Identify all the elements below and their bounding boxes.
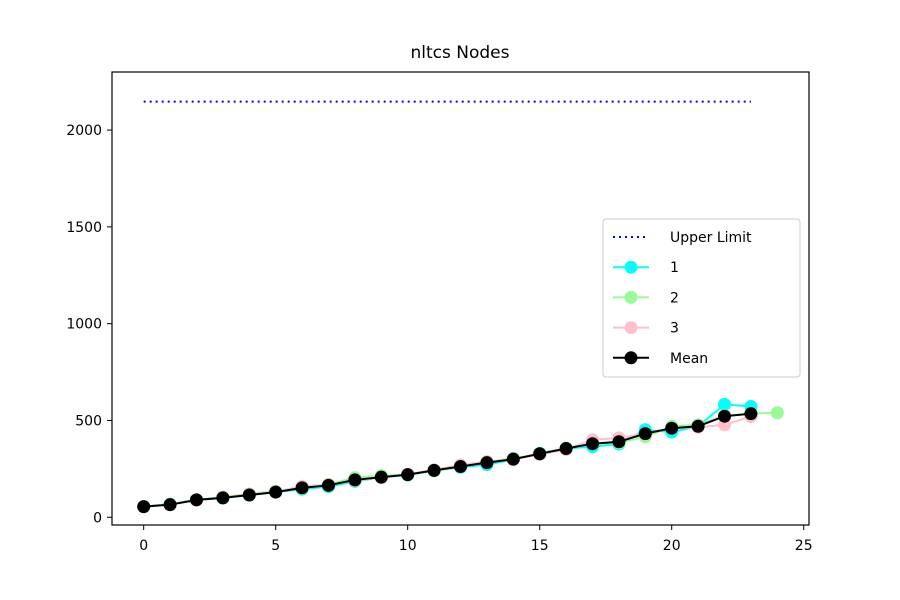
series-point-mean — [269, 485, 283, 499]
legend: Upper Limit 1 2 3 Mean — [602, 218, 801, 378]
series-point-mean — [454, 460, 467, 474]
legend-marker-1 — [624, 260, 638, 274]
x-tick-label: 5 — [271, 538, 280, 554]
series-point-mean — [665, 421, 679, 435]
plot-area: 0 5 10 15 20 25 0 500 1000 1500 2000 — [66, 71, 813, 554]
x-tick-label: 25 — [795, 538, 813, 554]
y-tick-label: 1000 — [66, 317, 102, 333]
series-point-mean — [427, 463, 441, 477]
series-point-mean — [295, 481, 309, 495]
series-point-mean — [638, 427, 652, 441]
legend-label-1: 1 — [670, 260, 679, 276]
chart-title: nltcs Nodes — [411, 43, 510, 63]
x-tick-label: 15 — [531, 538, 549, 554]
legend-label-mean: Mean — [670, 351, 708, 367]
legend-label-upper-limit: Upper Limit — [670, 230, 752, 246]
x-tick-label: 10 — [399, 538, 417, 554]
legend-marker-mean — [624, 351, 638, 365]
legend-label-3: 3 — [670, 321, 679, 337]
series-point-mean — [348, 473, 362, 487]
series-point-mean — [506, 452, 520, 466]
y-tick-label: 1500 — [66, 220, 102, 236]
series-point-mean — [744, 407, 758, 421]
x-tick-label: 20 — [663, 538, 681, 554]
series-point-mean — [691, 419, 705, 433]
legend-box — [602, 218, 801, 378]
series-point-mean — [163, 498, 177, 512]
x-tick-label: 0 — [139, 538, 148, 554]
series-point-mean — [137, 500, 151, 514]
y-tick-label: 0 — [93, 510, 102, 526]
series-point-mean — [612, 435, 626, 449]
series-point-mean — [559, 442, 573, 456]
series-point-2 — [770, 406, 784, 420]
series-point-mean — [533, 447, 547, 461]
series-point-mean — [586, 437, 600, 451]
axes-frame — [111, 71, 810, 526]
series-point-mean — [321, 478, 335, 492]
y-tick-label: 2000 — [66, 123, 102, 139]
y-tick-label: 500 — [75, 413, 102, 429]
series-point-mean — [718, 409, 732, 423]
series-point-mean — [242, 488, 256, 502]
series-point-1 — [718, 397, 732, 411]
legend-marker-3 — [624, 321, 638, 335]
series-point-mean — [401, 468, 415, 482]
series-point-mean — [189, 493, 203, 507]
series-point-mean — [480, 456, 494, 470]
legend-marker-2 — [624, 290, 638, 304]
legend-label-2: 2 — [670, 290, 679, 306]
series-point-mean — [374, 470, 388, 484]
series-point-mean — [216, 491, 230, 505]
